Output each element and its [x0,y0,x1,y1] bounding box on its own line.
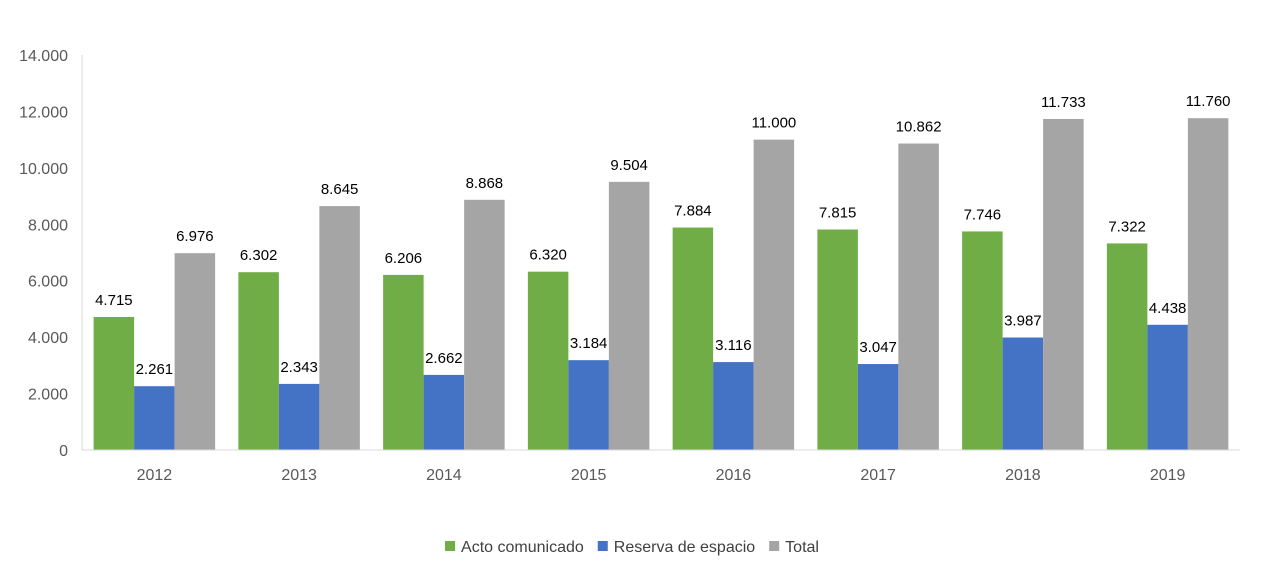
y-tick-label: 4.000 [28,330,68,347]
data-label: 4.715 [95,292,133,309]
bar [319,206,360,450]
bar [857,364,899,450]
legend-label: Total [785,539,819,556]
data-label: 6.976 [176,228,214,245]
bar [174,253,216,450]
data-label: 2.343 [280,359,318,376]
bar [527,271,569,450]
data-label: 11.760 [1186,93,1231,110]
data-label: 7.322 [1108,218,1146,235]
bar [1187,118,1229,450]
bar [423,374,465,450]
data-label: 11.733 [1041,94,1086,111]
bar [898,143,939,450]
data-label: 7.884 [674,203,712,220]
x-tick-label: 2013 [281,467,317,484]
bar [383,274,424,450]
data-label: 9.504 [610,157,648,174]
data-label: 4.438 [1149,300,1187,317]
data-label: 3.987 [1004,313,1042,330]
x-tick-label: 2015 [571,467,607,484]
data-label: 2.261 [136,361,174,378]
data-label: 8.868 [466,175,504,192]
bar [1043,118,1084,450]
bar [568,360,609,450]
bar [134,386,175,450]
data-label: 2.662 [425,350,463,367]
legend-label: Reserva de espacio [614,539,756,556]
bar [608,181,650,450]
y-tick-label: 2.000 [28,387,68,404]
data-label: 6.302 [240,247,278,264]
bar [1106,243,1148,450]
bar [1002,337,1044,450]
x-tick-label: 2014 [426,467,462,484]
bar [672,227,714,450]
bar [238,272,279,450]
y-tick-label: 12.000 [19,104,68,121]
y-tick-label: 14.000 [19,48,68,65]
legend-swatch [597,541,608,551]
x-tick-label: 2019 [1150,467,1186,484]
bar [464,199,505,450]
x-tick-label: 2012 [137,467,173,484]
data-label: 7.815 [819,205,857,222]
bar [962,231,1003,450]
data-label: 3.047 [859,339,897,356]
x-tick-label: 2018 [1005,467,1041,484]
bar [278,383,320,450]
legend: Acto comunicado Reserva de espacio Total [445,539,819,556]
data-label: 11.000 [751,115,796,132]
y-tick-label: 8.000 [28,217,68,234]
bars: 4.715 2.261 6.976 6.302 2.343 8.645 6.206 2.662… [93,93,1231,450]
legend-item: Acto comunicado [445,539,584,556]
bar [713,362,754,450]
x-tick-label: 2017 [860,467,896,484]
legend-item: Total [769,539,819,556]
y-tick-label: 10.000 [19,161,68,178]
data-label: 10.862 [896,119,942,136]
data-label: 6.206 [385,250,423,267]
legend-swatch [769,541,780,551]
data-label: 3.116 [715,337,751,354]
legend-swatch [445,541,456,551]
data-label: 8.645 [321,181,359,198]
y-tick-label: 6.000 [28,274,68,291]
data-label: 7.746 [964,206,1002,223]
bar [93,316,135,450]
data-label: 6.320 [529,247,567,264]
bar [817,229,858,450]
legend-label: Acto comunicado [461,539,584,556]
bar [1147,324,1188,450]
x-tick-label: 2016 [716,467,752,484]
legend-item: Reserva de espacio [597,539,756,556]
data-label: 3.184 [570,335,608,352]
bar [753,139,795,450]
x-axis: 2012 2013 2014 2015 2016 2017 2018 2019 [82,449,1240,484]
y-tick-label: 0 [59,443,68,460]
y-axis: 0 2.000 4.000 6.000 8.000 10.000 12.000 14.000 [19,48,83,460]
